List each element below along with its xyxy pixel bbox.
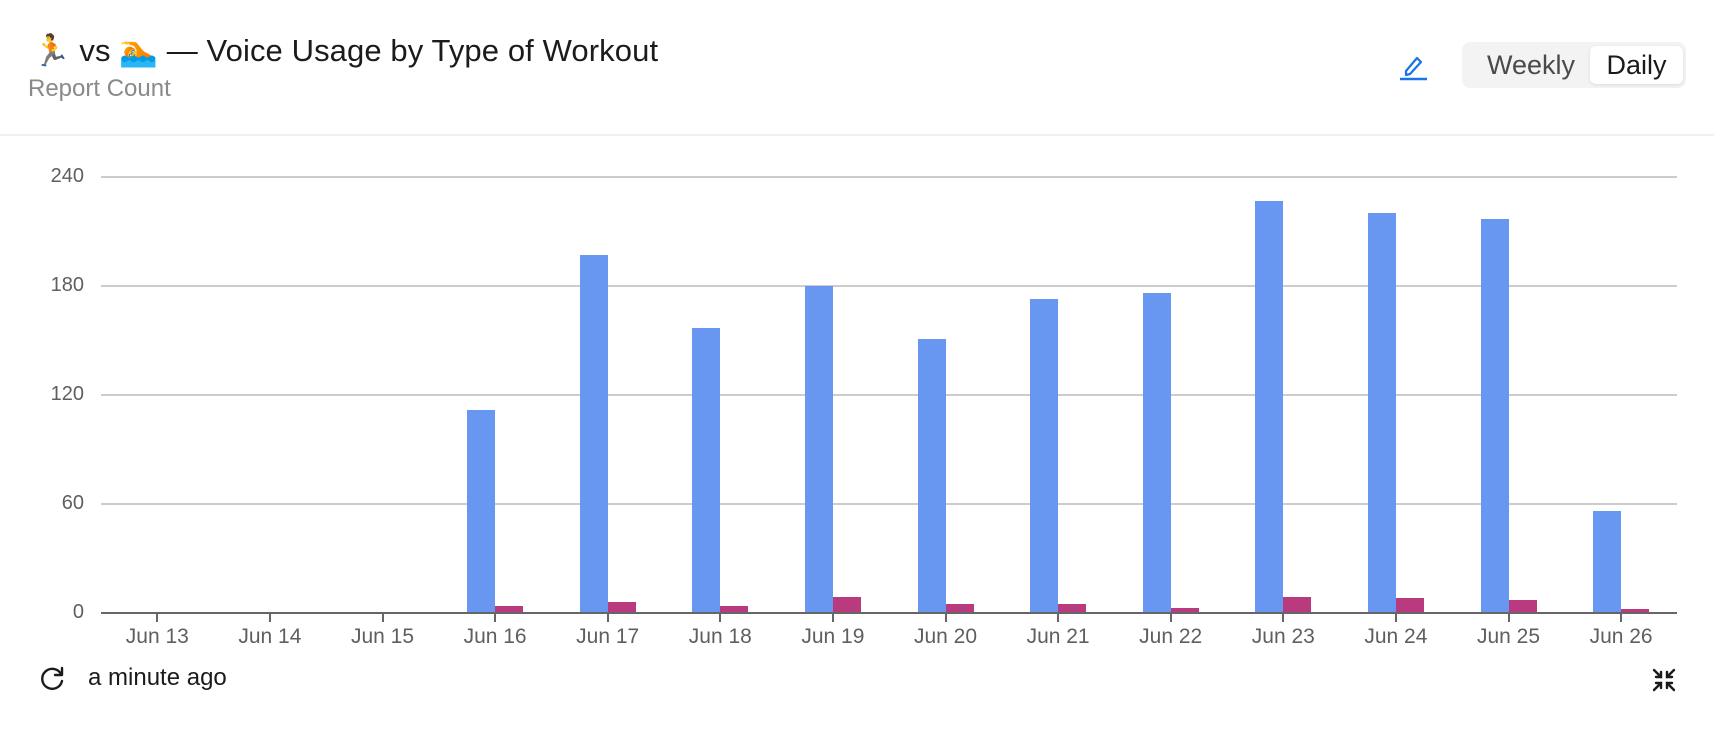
- gridline: [101, 285, 1677, 287]
- bar-swimming: [945, 603, 974, 613]
- x-axis-label: Jun 14: [238, 625, 302, 648]
- bar-running: [1142, 293, 1171, 613]
- x-axis-tick: [944, 613, 947, 622]
- bar-swimming: [1283, 596, 1312, 613]
- last-updated-text: a minute ago: [88, 664, 227, 691]
- x-axis-label: Jun 26: [1589, 625, 1653, 648]
- bar-swimming: [1170, 607, 1199, 613]
- gridline: [101, 394, 1677, 396]
- x-axis-label: Jun 17: [576, 625, 640, 648]
- gridline: [101, 176, 1677, 178]
- bar-swimming: [1621, 609, 1650, 613]
- edit-button[interactable]: [1394, 48, 1432, 84]
- bar-swimming: [1395, 598, 1424, 613]
- x-axis-tick: [156, 613, 159, 622]
- x-axis-label: Jun 18: [688, 625, 752, 648]
- x-axis-label: Jun 23: [1251, 625, 1315, 648]
- bar-running: [1480, 218, 1509, 613]
- x-axis-tick: [381, 613, 384, 622]
- bar-running: [804, 286, 833, 613]
- x-axis-tick: [1057, 613, 1060, 622]
- y-axis-label: 0: [72, 601, 84, 623]
- chart-title: 🏃 vs 🏊 — Voice Usage by Type of Workout: [32, 33, 659, 68]
- tab-weekly[interactable]: Weekly: [1486, 49, 1576, 80]
- bar-running: [1255, 200, 1284, 613]
- bar-running: [1367, 213, 1396, 613]
- collapse-icon: [1652, 668, 1676, 692]
- y-axis-label: 60: [61, 492, 84, 514]
- x-axis-tick: [1169, 613, 1172, 622]
- y-axis-label: 240: [50, 165, 84, 187]
- x-axis-tick: [1394, 613, 1397, 622]
- x-axis-label: Jun 25: [1476, 625, 1541, 648]
- bar-running: [579, 255, 608, 613]
- pencil-icon: [1400, 56, 1427, 81]
- chart-subtitle: Report Count: [28, 75, 171, 102]
- x-axis-tick: [1507, 613, 1510, 622]
- refresh-icon: [41, 666, 64, 690]
- x-axis-tick: [719, 613, 722, 622]
- x-axis-label: Jun 13: [125, 625, 189, 648]
- refresh-button[interactable]: [30, 657, 74, 701]
- bar-running: [692, 327, 721, 613]
- bar-running: [1030, 298, 1059, 613]
- gridline: [101, 503, 1677, 505]
- x-axis-label: Jun 24: [1364, 625, 1428, 648]
- bar-running: [917, 338, 946, 613]
- x-axis-tick: [1282, 613, 1285, 622]
- bar-chart: 0 60 120 180 240 Jun 13 Jun 14 Jun 15 Jun 16 Jun …: [0, 136, 1714, 656]
- x-axis-tick: [494, 613, 497, 622]
- bar-swimming: [1058, 603, 1087, 613]
- x-axis-line: [101, 612, 1677, 614]
- x-axis-label: Jun 20: [913, 625, 978, 648]
- x-axis-tick: [1620, 613, 1623, 622]
- x-axis-tick: [831, 613, 834, 622]
- x-axis-tick: [268, 613, 271, 622]
- y-axis-label: 180: [50, 274, 84, 296]
- x-axis-label: Jun 21: [1026, 625, 1090, 648]
- collapse-button[interactable]: [1644, 660, 1684, 700]
- period-toggle: Weekly Daily: [1462, 42, 1686, 88]
- x-axis-label: Jun 22: [1139, 625, 1203, 648]
- x-axis-label: Jun 19: [801, 625, 865, 648]
- bar-swimming: [495, 605, 524, 613]
- bar-running: [1593, 511, 1622, 613]
- bar-swimming: [832, 596, 861, 613]
- bar-swimming: [720, 605, 749, 613]
- bar-running: [467, 409, 496, 613]
- tab-daily[interactable]: Daily: [1590, 46, 1683, 84]
- x-axis-label: Jun 15: [350, 625, 415, 648]
- y-axis-label: 120: [50, 383, 84, 405]
- chart-header: 🏃 vs 🏊 — Voice Usage by Type of Workout …: [0, 0, 1714, 136]
- x-axis-label: Jun 16: [463, 625, 527, 648]
- x-axis-tick: [606, 613, 609, 622]
- bar-swimming: [1508, 600, 1537, 613]
- bar-swimming: [607, 602, 636, 613]
